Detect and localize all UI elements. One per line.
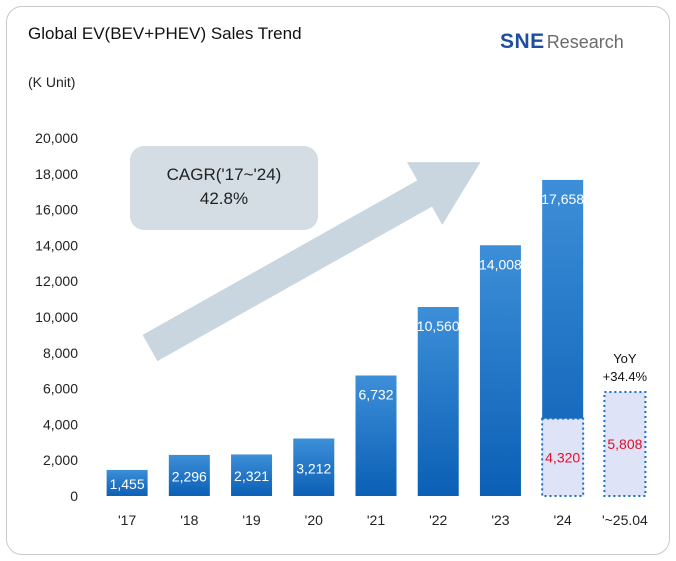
data-label: 2,296 — [172, 468, 207, 484]
x-tick-label: '18 — [180, 512, 198, 528]
unit-label: (K Unit) — [28, 74, 76, 90]
data-label: 14,008 — [479, 256, 522, 272]
highlight-segment — [541, 417, 585, 497]
y-tick-label: 8,000 — [43, 345, 78, 361]
y-tick-label: 12,000 — [35, 273, 78, 289]
bar — [168, 454, 210, 496]
y-tick-label: 4,000 — [43, 416, 78, 432]
chart-title: Global EV(BEV+PHEV) Sales Trend — [28, 24, 302, 43]
highlight-label: 4,320 — [545, 449, 580, 465]
y-tick-label: 0 — [70, 488, 78, 504]
logo-brand: SNE — [500, 30, 545, 53]
x-tick-label: '20 — [305, 512, 323, 528]
bar — [106, 469, 148, 496]
data-label: 3,212 — [296, 460, 331, 476]
data-label: 5,808 — [607, 436, 642, 452]
yoy-value: +34.4% — [603, 369, 648, 384]
data-label: 17,658 — [541, 191, 584, 207]
x-tick-label: '~25.04 — [602, 512, 648, 528]
trend-arrow — [142, 162, 481, 362]
y-tick-label: 14,000 — [35, 237, 78, 253]
y-tick-label: 16,000 — [35, 202, 78, 218]
y-tick-label: 2,000 — [43, 452, 78, 468]
x-tick-label: '17 — [118, 512, 136, 528]
x-tick-label: '21 — [367, 512, 385, 528]
x-tick-label: '19 — [242, 512, 260, 528]
x-tick-label: '23 — [491, 512, 509, 528]
data-label: 10,560 — [417, 318, 460, 334]
bar — [417, 306, 459, 496]
cagr-label: CAGR('17~'24) — [167, 165, 282, 184]
logo-sub: Research — [546, 32, 624, 52]
bar — [479, 245, 521, 496]
data-label: 2,321 — [234, 468, 269, 484]
data-label: 1,455 — [110, 476, 145, 492]
sne-research-logo: SNE Research — [500, 30, 624, 54]
cagr-value: 42.8% — [200, 189, 248, 208]
yoy-label: YoY — [613, 351, 637, 366]
bar — [355, 375, 397, 496]
y-tick-label: 6,000 — [43, 381, 78, 397]
y-tick-label: 20,000 — [35, 130, 78, 146]
bar — [293, 438, 335, 496]
bar — [231, 454, 273, 496]
x-tick-label: '24 — [554, 512, 572, 528]
data-label: 6,732 — [358, 386, 393, 402]
cagr-box — [130, 146, 318, 230]
y-tick-label: 18,000 — [35, 166, 78, 182]
bar — [603, 391, 647, 498]
x-tick-label: '22 — [429, 512, 447, 528]
y-tick-label: 10,000 — [35, 309, 78, 325]
